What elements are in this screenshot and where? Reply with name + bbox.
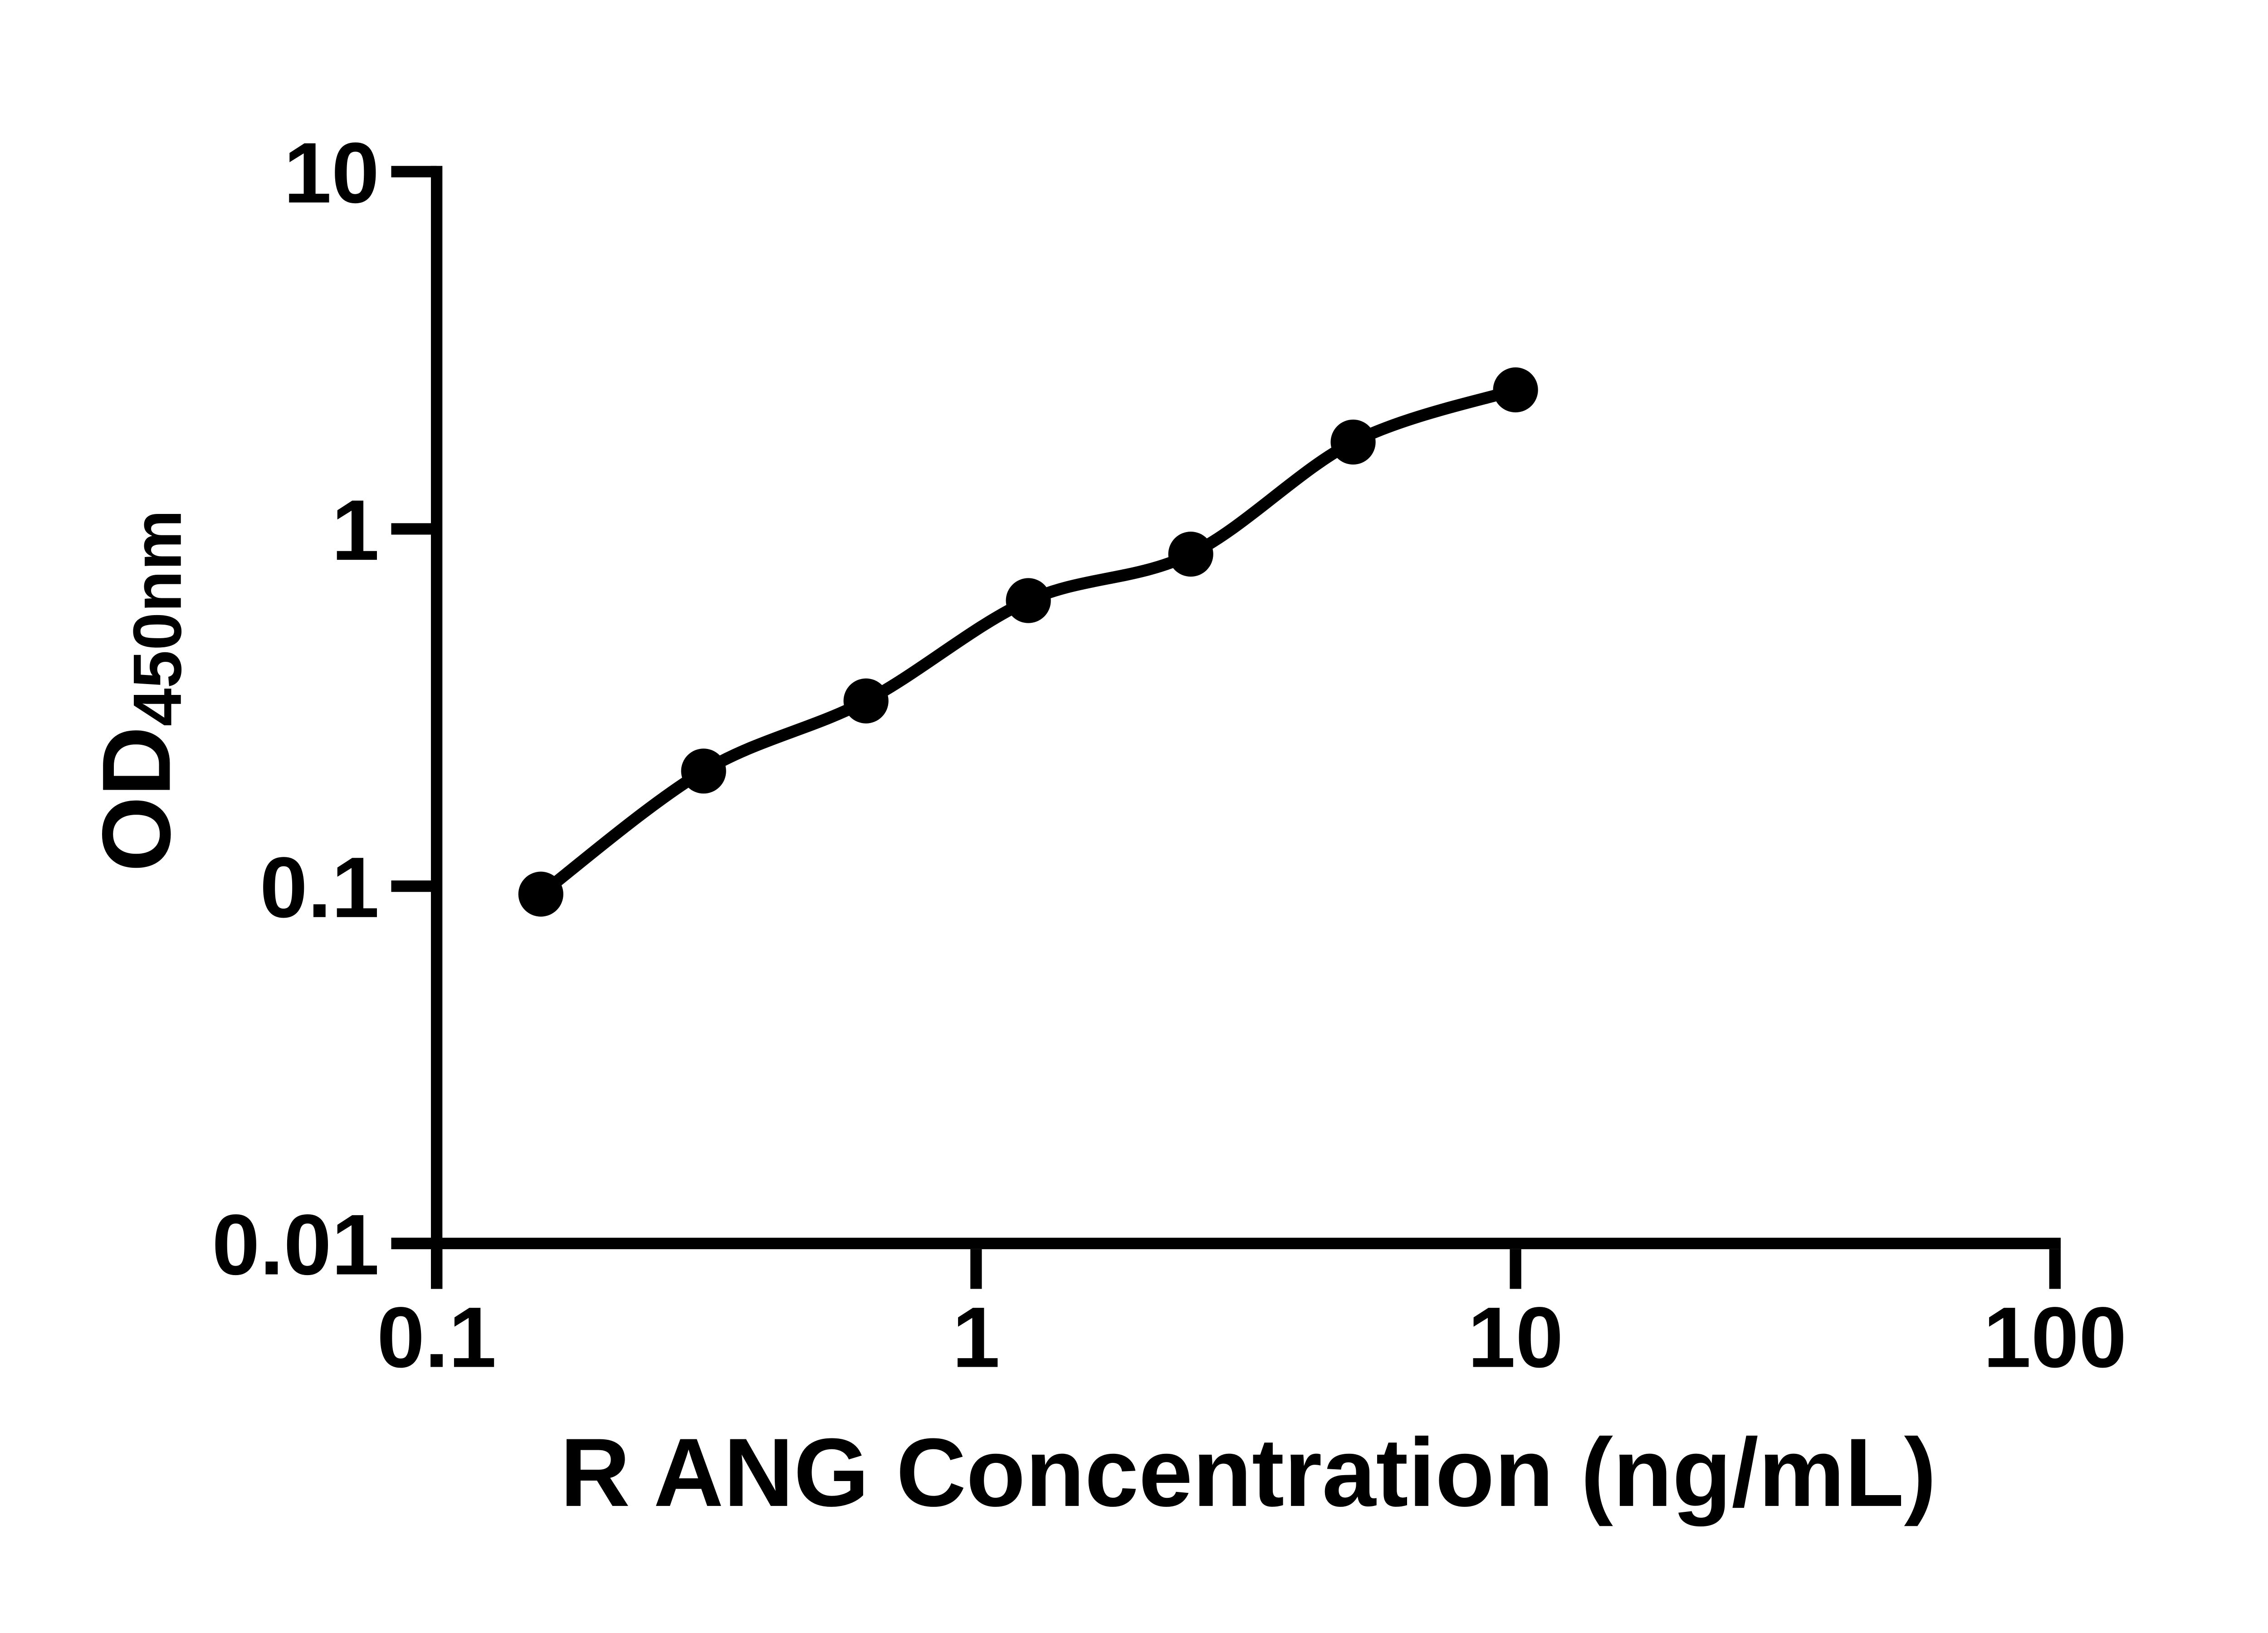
figure-background bbox=[0, 22, 2268, 1611]
data-point-0.3125 bbox=[681, 748, 726, 794]
data-point-5 bbox=[1330, 419, 1376, 465]
data-point-10 bbox=[1493, 367, 1538, 413]
y-tick-label-0.1: 0.1 bbox=[260, 840, 380, 936]
y-axis-title: OD450nm bbox=[82, 510, 195, 872]
x-axis-tick-labels: 0.1 1 10 100 bbox=[377, 1290, 2127, 1386]
x-axis-ticks bbox=[431, 1249, 2061, 1289]
data-point-1.25 bbox=[1006, 578, 1051, 623]
y-tick-label-10: 10 bbox=[284, 125, 379, 221]
y-axis-title-subscript: 450nm bbox=[119, 510, 196, 727]
y-tick-label-1: 1 bbox=[332, 482, 379, 578]
y-tick-label-0.01: 0.01 bbox=[212, 1197, 379, 1293]
x-tick-label-1: 1 bbox=[952, 1290, 1000, 1386]
data-point-0.625 bbox=[843, 678, 889, 724]
data-point-2.5 bbox=[1168, 532, 1213, 577]
x-tick-label-10: 10 bbox=[1468, 1290, 1564, 1386]
y-axis-ticks bbox=[391, 166, 437, 1249]
x-tick-label-0.1: 0.1 bbox=[377, 1290, 497, 1386]
y-axis-tick-labels: 0.01 0.1 1 10 bbox=[212, 125, 379, 1293]
data-point-0.156 bbox=[518, 871, 563, 917]
x-axis-title: R ANG Concentration (ng/mL) bbox=[560, 1418, 1936, 1527]
y-axis-title-main: OD bbox=[82, 726, 191, 872]
data-points bbox=[518, 367, 1538, 917]
axes bbox=[391, 166, 2061, 1289]
x-tick-label-100: 100 bbox=[1983, 1290, 2126, 1386]
